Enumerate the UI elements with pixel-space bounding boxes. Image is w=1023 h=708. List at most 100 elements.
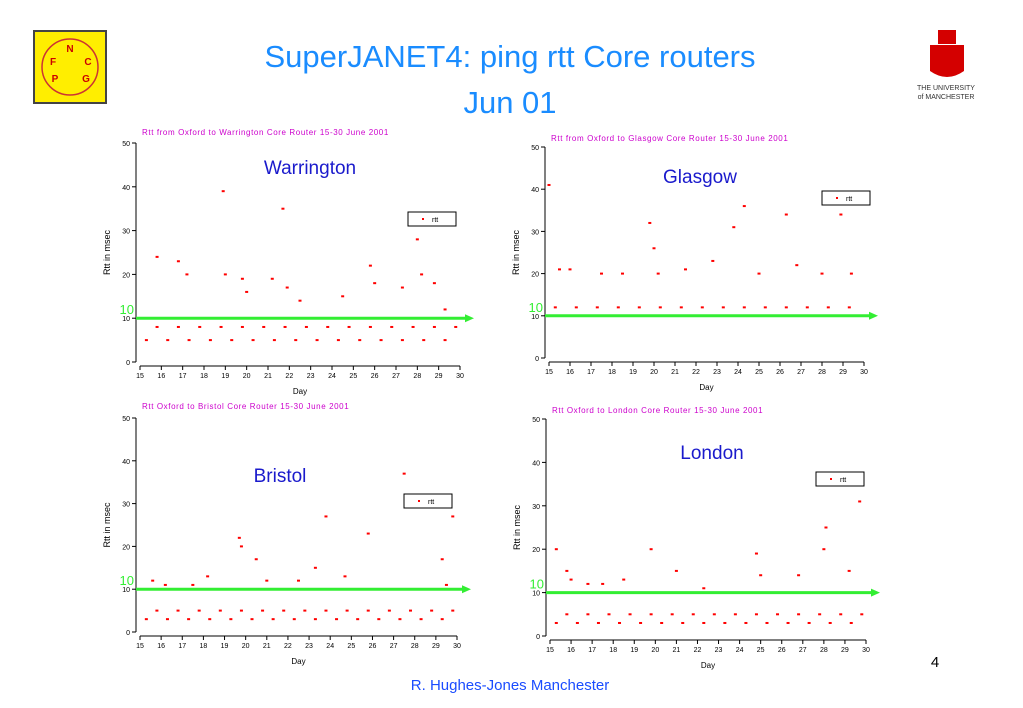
legend-marker [422,218,424,220]
data-point [742,205,746,208]
data-point [652,247,656,250]
data-point [795,264,799,267]
x-tick-label: 17 [588,647,596,654]
x-tick-label: 25 [757,647,765,654]
data-point [742,306,746,309]
data-point [839,213,843,216]
data-point [628,613,632,616]
data-point [373,282,377,285]
logo-right: THE UNIVERSITY of MANCHESTER [917,30,975,101]
data-point [336,339,340,342]
y-tick-label: 40 [122,185,130,192]
data-point [568,268,572,271]
data-point [569,578,573,581]
reference-arrow [465,314,474,323]
logo-letter: F [50,57,56,68]
page-number: 4 [931,654,939,671]
x-tick-label: 30 [453,643,461,650]
y-tick-label: 30 [122,229,130,236]
y-tick-label: 10 [122,316,130,323]
data-point [586,582,590,585]
data-point [304,325,308,328]
data-point [419,618,423,621]
data-point [763,306,767,309]
x-tick-label: 30 [862,647,870,654]
data-point [163,583,167,586]
x-tick-label: 25 [755,369,763,376]
x-tick-label: 24 [326,643,334,650]
data-point [272,339,276,342]
x-tick-label: 28 [820,647,828,654]
data-point [251,339,255,342]
y-axis-label: Rtt in msec [102,502,112,548]
data-point [616,306,620,309]
data-point [343,575,347,578]
legend-marker [830,478,832,480]
data-point [420,273,424,276]
data-point [254,558,258,561]
y-tick-label: 10 [122,587,130,594]
x-tick-label: 17 [178,643,186,650]
data-point [303,609,307,612]
y-axis-label: Rtt in msec [512,504,522,550]
legend-label: rtt [846,196,852,203]
data-point [144,339,148,342]
legend-marker [836,197,838,199]
y-tick-label: 50 [532,417,540,424]
data-point [681,621,685,624]
data-point [230,339,234,342]
x-tick-label: 15 [546,647,554,654]
x-tick-label: 23 [713,369,721,376]
data-point [366,609,370,612]
y-tick-label: 10 [532,591,540,598]
y-axis-label: Rtt in msec [511,229,521,275]
footer: R. Hughes-Jones Manchester [411,677,609,694]
slide-subtitle: Jun 01 [463,85,556,120]
data-point [860,613,864,616]
data-point [390,325,394,328]
data-point [702,587,706,590]
x-tick-label: 24 [734,369,742,376]
data-point [229,618,233,621]
data-point [187,339,191,342]
data-point [191,583,195,586]
x-tick-label: 25 [349,373,357,380]
chart-annotation: London [680,443,743,464]
y-tick-label: 20 [532,547,540,554]
x-tick-label: 23 [715,647,723,654]
legend-label: rtt [840,477,846,484]
data-point [240,277,244,280]
reference-label: 10 [529,300,543,315]
data-point [265,579,269,582]
data-point [411,325,415,328]
x-tick-label: 20 [650,369,658,376]
data-point [223,273,227,276]
data-point [387,609,391,612]
x-tick-label: 28 [413,373,421,380]
data-point [621,272,624,275]
data-point [313,566,317,569]
data-point [324,515,328,518]
data-point [176,325,180,328]
data-point [786,621,790,624]
data-point [368,264,372,267]
data-point [618,621,622,624]
x-tick-label: 18 [608,369,616,376]
data-point [185,273,189,276]
data-point [208,339,212,342]
logo-letter: P [52,74,59,85]
x-tick-label: 19 [630,647,638,654]
data-point [451,515,455,518]
x-tick-label: 24 [328,373,336,380]
data-point [206,575,210,578]
data-point [849,621,853,624]
data-point [208,618,212,621]
data-point [165,618,169,621]
x-tick-label: 28 [818,369,826,376]
data-point [711,259,715,262]
y-tick-label: 10 [531,314,539,321]
chart-title: Rtt from Oxford to Warrington Core Route… [142,128,389,137]
data-point [639,621,643,624]
data-point [444,583,448,586]
